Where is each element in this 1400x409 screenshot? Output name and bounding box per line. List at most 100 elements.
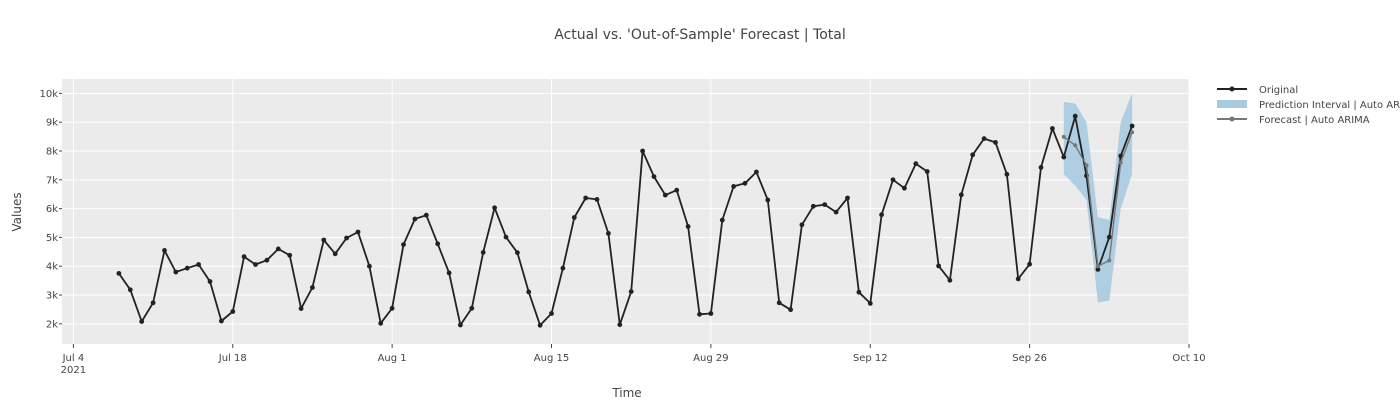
data-point[interactable] [1095, 267, 1101, 272]
data-point[interactable] [389, 305, 395, 311]
data-point[interactable] [367, 263, 372, 269]
data-point[interactable] [139, 319, 145, 324]
data-point[interactable] [162, 248, 167, 253]
data-point[interactable] [1038, 165, 1044, 170]
data-point[interactable] [958, 192, 964, 198]
data-point[interactable] [913, 161, 919, 167]
data-point[interactable] [275, 246, 281, 252]
data-point[interactable] [515, 250, 520, 256]
data-point[interactable] [1129, 123, 1135, 129]
data-point[interactable] [594, 197, 600, 202]
data-point[interactable] [662, 192, 668, 198]
data-point[interactable] [640, 148, 645, 154]
data-point[interactable] [253, 262, 258, 267]
data-point[interactable] [1050, 126, 1055, 131]
data-point[interactable] [1004, 171, 1010, 177]
data-point[interactable] [993, 140, 998, 145]
data-point[interactable] [879, 212, 884, 218]
data-point[interactable] [526, 289, 532, 295]
data-point[interactable] [788, 307, 793, 313]
data-point[interactable] [355, 229, 361, 235]
data-point[interactable] [583, 195, 589, 201]
data-point[interactable] [1015, 276, 1021, 282]
data-point[interactable] [1118, 160, 1123, 165]
data-point[interactable] [423, 212, 429, 218]
data-point[interactable] [401, 242, 406, 248]
data-point[interactable] [799, 222, 805, 228]
data-point[interactable] [458, 322, 463, 328]
data-point[interactable] [1061, 134, 1066, 139]
x-tick-label: Jul 4 [62, 353, 85, 364]
data-point[interactable] [332, 251, 338, 257]
data-point[interactable] [606, 231, 611, 236]
data-point[interactable] [492, 205, 497, 211]
data-point[interactable] [947, 277, 953, 283]
data-point[interactable] [196, 262, 202, 267]
data-point[interactable] [1107, 258, 1112, 263]
data-point[interactable] [321, 237, 327, 243]
data-point[interactable] [902, 185, 907, 191]
data-point[interactable] [173, 269, 179, 275]
data-point[interactable] [981, 136, 987, 142]
data-point[interactable] [298, 306, 304, 311]
legend-item-prediction-interval[interactable]: Prediction Interval | Auto ARIMA [1217, 100, 1400, 111]
data-point[interactable] [651, 174, 657, 180]
data-point[interactable] [1073, 143, 1078, 148]
data-point[interactable] [1095, 264, 1100, 269]
data-point[interactable] [230, 309, 236, 314]
data-point[interactable] [549, 311, 554, 316]
data-point[interactable] [1084, 163, 1089, 168]
data-point[interactable] [344, 235, 349, 241]
data-point[interactable] [1118, 153, 1124, 159]
data-point[interactable] [617, 322, 623, 328]
data-point[interactable] [412, 216, 418, 222]
data-point[interactable] [628, 289, 634, 294]
data-point[interactable] [674, 187, 680, 193]
data-point[interactable] [822, 202, 828, 208]
data-point[interactable] [867, 301, 873, 306]
data-point[interactable] [1027, 261, 1032, 267]
data-point[interactable] [310, 285, 315, 290]
data-point[interactable] [1072, 113, 1078, 119]
data-point[interactable] [754, 169, 759, 175]
data-point[interactable] [219, 318, 224, 324]
data-point[interactable] [765, 197, 771, 203]
data-point[interactable] [685, 224, 691, 229]
data-point[interactable] [116, 271, 122, 276]
data-point[interactable] [936, 263, 941, 269]
data-point[interactable] [480, 250, 486, 255]
data-point[interactable] [241, 254, 247, 260]
data-point[interactable] [924, 169, 930, 174]
data-point[interactable] [1106, 234, 1112, 240]
data-point[interactable] [184, 265, 190, 271]
data-point[interactable] [845, 195, 850, 201]
data-point[interactable] [127, 287, 133, 293]
legend-item-original[interactable]: Original [1217, 85, 1298, 96]
data-point[interactable] [446, 270, 452, 276]
data-point[interactable] [207, 279, 213, 284]
data-point[interactable] [287, 252, 293, 258]
data-point[interactable] [469, 305, 475, 311]
data-point[interactable] [1130, 130, 1135, 135]
data-point[interactable] [810, 203, 816, 209]
data-point[interactable] [731, 184, 736, 189]
data-point[interactable] [970, 152, 976, 158]
data-point[interactable] [833, 209, 839, 215]
data-point[interactable] [856, 289, 862, 295]
data-point[interactable] [150, 300, 156, 306]
data-point[interactable] [378, 320, 384, 326]
data-point[interactable] [742, 180, 748, 186]
data-point[interactable] [697, 311, 702, 317]
data-point[interactable] [537, 322, 543, 328]
data-point[interactable] [560, 265, 566, 271]
data-point[interactable] [776, 300, 782, 306]
data-point[interactable] [264, 257, 270, 263]
data-point[interactable] [571, 215, 577, 220]
data-point[interactable] [708, 311, 714, 316]
data-point[interactable] [719, 217, 725, 223]
data-point[interactable] [1061, 154, 1067, 160]
legend-item-forecast[interactable]: Forecast | Auto ARIMA [1217, 115, 1370, 126]
data-point[interactable] [890, 177, 896, 183]
data-point[interactable] [503, 234, 509, 240]
data-point[interactable] [435, 241, 441, 247]
